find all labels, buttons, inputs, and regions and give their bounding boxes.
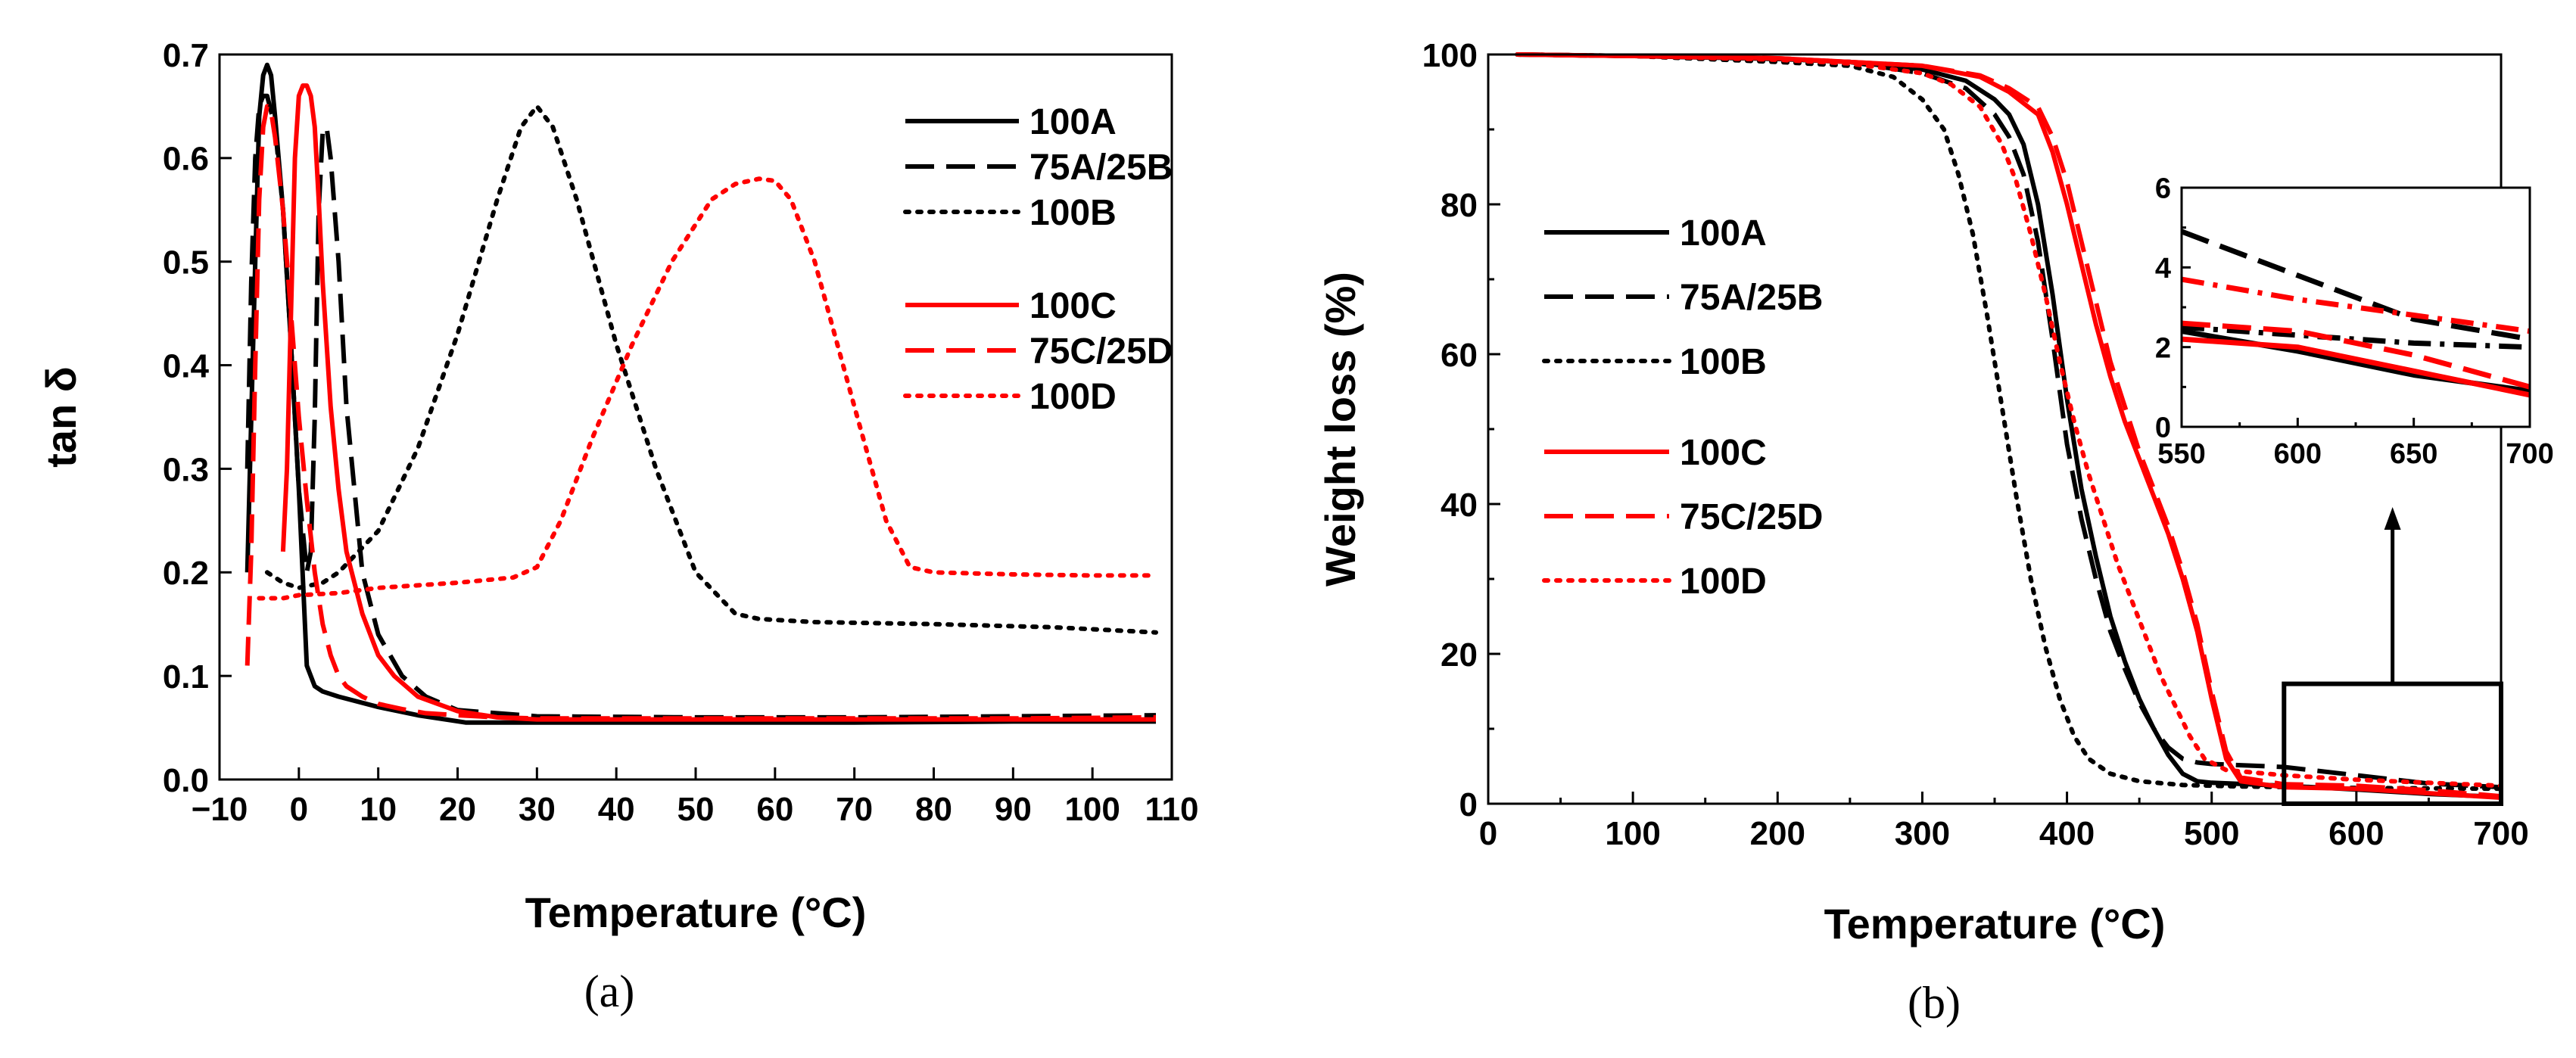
x-tick-label: 650 — [2390, 438, 2437, 470]
x-axis-title: Temperature (°C) — [1824, 900, 2166, 948]
x-tick-label: 110 — [1145, 791, 1199, 828]
y-tick-label: 0.3 — [163, 451, 209, 488]
y-tick-label: 0.7 — [163, 37, 209, 74]
inset-background — [2182, 188, 2530, 427]
y-axis-title: Weight loss (%) — [1316, 272, 1364, 587]
x-tick-label: 700 — [2506, 438, 2553, 470]
legend-label: 100D — [1029, 377, 1117, 417]
y-tick-label: 100 — [1422, 37, 1478, 74]
series-line-75A-25B — [2182, 229, 2530, 342]
y-tick-label: 0.2 — [163, 555, 209, 592]
y-tick-label: 80 — [1441, 187, 1478, 224]
series-group — [1515, 52, 2503, 801]
x-tick-label: 0 — [290, 791, 308, 828]
legend-label: 100A — [1680, 213, 1767, 254]
series-group — [245, 62, 1158, 725]
x-tick-label: 0 — [1479, 815, 1497, 852]
legend-label: 100A — [1029, 102, 1117, 142]
panel-caption: (b) — [1908, 978, 1961, 1028]
x-tick-label: 80 — [915, 791, 952, 828]
y-axis-title: tan δ — [37, 366, 85, 468]
x-tick-label: 700 — [2473, 815, 2528, 852]
x-tick-label: 400 — [2039, 815, 2095, 852]
x-tick-label: 600 — [2274, 438, 2322, 470]
y-tick-label: 6 — [2155, 173, 2171, 205]
y-tick-label: 0.6 — [163, 141, 209, 178]
series-line-100C — [2182, 336, 2530, 398]
series-line-100D — [257, 176, 1158, 601]
x-tick-label: 50 — [677, 791, 715, 828]
series-group — [2182, 229, 2530, 398]
x-tick-label: 40 — [598, 791, 635, 828]
plot-frame — [1487, 53, 2503, 805]
legend-label: 75A/25B — [1680, 278, 1823, 318]
chart-panel-2: 550 600 650 700 0 2 4 6 — [2155, 173, 2554, 470]
series-line-100D — [2182, 276, 2530, 335]
x-tick-label: 200 — [1750, 815, 1805, 852]
y-tick-label: 0 — [1459, 786, 1478, 823]
chart-panel-1: 0 100 200 300 400 500 600 700020406080100Temper… — [1316, 37, 2529, 1028]
x-tick-label: 300 — [1895, 815, 1950, 852]
series-line-100B — [1515, 52, 2503, 792]
series-line-100D — [1515, 52, 2503, 789]
x-tick-label: 100 — [1605, 815, 1660, 852]
legend-label: 75C/25D — [1029, 331, 1173, 372]
series-line-100A — [1517, 52, 2502, 800]
series-line-100C — [280, 83, 1156, 722]
legend-label: 100C — [1029, 286, 1117, 326]
y-tick-label: 0.1 — [163, 658, 209, 695]
series-line-75C-25D — [2182, 320, 2530, 390]
y-tick-label: 0.5 — [163, 244, 209, 282]
legend-label: 75A/25B — [1029, 148, 1173, 188]
series-line-100B — [2182, 324, 2530, 350]
x-tick-label: 500 — [2184, 815, 2239, 852]
x-tick-label: 20 — [439, 791, 476, 828]
x-tick-label: 90 — [995, 791, 1032, 828]
y-tick-label: 4 — [2155, 253, 2171, 285]
legend-label: 100B — [1680, 342, 1767, 382]
zoom-arrow-head — [2384, 507, 2401, 530]
x-tick-label: 100 — [1064, 791, 1120, 828]
series-line-75A-25B — [245, 93, 1157, 720]
legend-label: 100D — [1680, 562, 1767, 602]
y-tick-label: 0 — [2155, 412, 2171, 444]
x-tick-label: 70 — [836, 791, 873, 828]
x-axis-title: Temperature (°C) — [525, 888, 867, 936]
y-tick-label: 60 — [1441, 337, 1478, 374]
x-tick-label: 30 — [519, 791, 556, 828]
y-tick-label: 0.0 — [163, 762, 209, 799]
series-line-100A — [245, 62, 1156, 725]
series-line-75C-25D — [245, 104, 1157, 721]
chart-panel-0: −10 0 10 20 30 40 50 60 70 80 90 100 110 0.0 0.1 0.2 0.3… — [37, 37, 1198, 1016]
y-tick-label: 20 — [1441, 636, 1478, 674]
legend-label: 100B — [1029, 193, 1117, 233]
series-line-100B — [264, 104, 1158, 635]
y-tick-label: 40 — [1441, 487, 1478, 524]
y-tick-label: 2 — [2155, 332, 2171, 364]
panel-caption: (a) — [584, 966, 635, 1016]
x-tick-label: 550 — [2157, 438, 2205, 470]
x-tick-label: 10 — [360, 791, 397, 828]
legend-label: 75C/25D — [1680, 497, 1823, 537]
y-tick-label: 0.4 — [163, 347, 210, 384]
x-tick-label: 60 — [756, 791, 793, 828]
x-tick-label: −10 — [192, 791, 248, 828]
legend-label: 100C — [1680, 433, 1767, 473]
x-tick-label: 600 — [2328, 815, 2384, 852]
